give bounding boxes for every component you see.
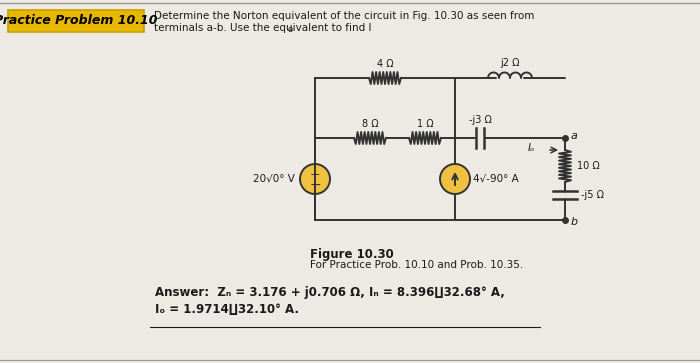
Text: For Practice Prob. 10.10 and Prob. 10.35.: For Practice Prob. 10.10 and Prob. 10.35…	[310, 260, 524, 270]
Circle shape	[440, 164, 470, 194]
Text: -j3 Ω: -j3 Ω	[468, 115, 491, 125]
Text: -j5 Ω: -j5 Ω	[581, 190, 604, 200]
Text: Practice Problem 10.10: Practice Problem 10.10	[0, 15, 158, 28]
Text: 20√0° V: 20√0° V	[253, 174, 295, 184]
FancyBboxPatch shape	[8, 10, 144, 32]
Text: 8 Ω: 8 Ω	[362, 119, 378, 129]
Text: 1 Ω: 1 Ω	[416, 119, 433, 129]
Text: 4 Ω: 4 Ω	[377, 59, 393, 69]
Text: b: b	[571, 217, 578, 227]
Text: Figure 10.30: Figure 10.30	[310, 248, 393, 261]
Text: j2 Ω: j2 Ω	[500, 58, 519, 68]
Text: terminals a-b. Use the equivalent to find I: terminals a-b. Use the equivalent to fin…	[154, 23, 372, 33]
Text: Iₒ = 1.9714∐32.10° A.: Iₒ = 1.9714∐32.10° A.	[155, 303, 299, 316]
Text: Iₒ: Iₒ	[528, 143, 535, 153]
Text: 4√-90° A: 4√-90° A	[473, 174, 519, 184]
Circle shape	[300, 164, 330, 194]
Text: .: .	[290, 23, 293, 33]
Text: −: −	[309, 178, 321, 192]
Text: Answer:  Zₙ = 3.176 + j0.706 Ω, Iₙ = 8.396∐32.68° A,: Answer: Zₙ = 3.176 + j0.706 Ω, Iₙ = 8.39…	[155, 286, 505, 299]
Text: o: o	[287, 25, 292, 34]
Text: +: +	[309, 167, 321, 180]
Text: a: a	[571, 131, 578, 141]
Text: 10 Ω: 10 Ω	[577, 161, 600, 171]
Text: Determine the Norton equivalent of the circuit in Fig. 10.30 as seen from: Determine the Norton equivalent of the c…	[154, 11, 534, 21]
